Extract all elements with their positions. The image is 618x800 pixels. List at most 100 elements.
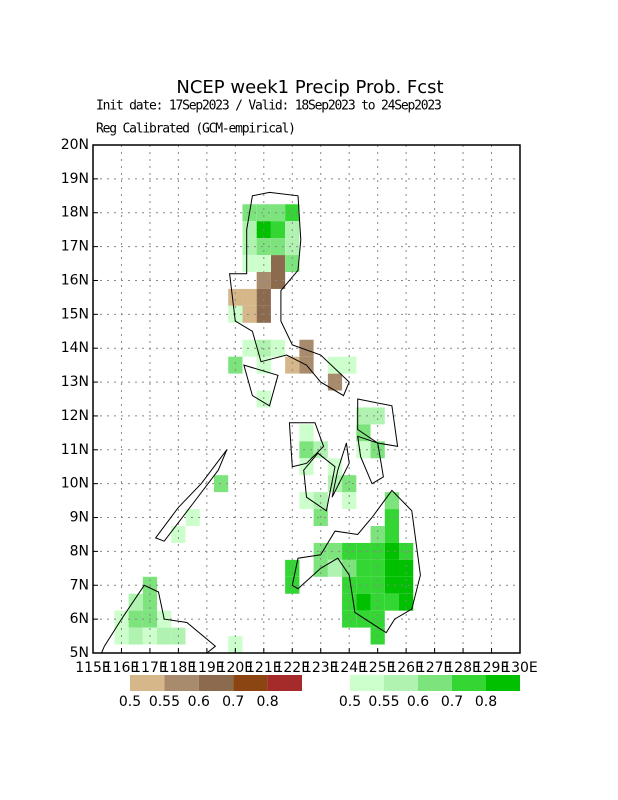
y-tick-label: 13N: [61, 374, 89, 390]
colorbar-box: [486, 675, 520, 691]
coastline: [291, 489, 421, 634]
colorbar-box: [452, 675, 486, 691]
y-tick-label: 16N: [61, 272, 89, 288]
prob-cell: [384, 559, 400, 577]
coastline: [357, 435, 384, 485]
grid-layer: [92, 144, 521, 654]
prob-cell: [327, 356, 343, 374]
prob-cell: [356, 610, 371, 628]
prob-cell: [356, 576, 371, 594]
colorbar-label: 0.8: [256, 694, 278, 710]
prob-cell: [356, 559, 371, 577]
prob-cell: [228, 288, 243, 306]
x-tick-label: 118E: [161, 660, 197, 676]
prob-cell: [285, 255, 300, 272]
prob-cell: [399, 593, 414, 611]
x-tick-label: 115E: [75, 660, 111, 676]
prob-cell: [342, 356, 357, 374]
colorbar-box: [130, 675, 165, 691]
title: NCEP week1 Precip Prob. Fcst: [176, 77, 443, 98]
prob-cell: [370, 526, 385, 543]
prob-cell: [342, 576, 357, 594]
y-tick-label: 7N: [70, 577, 89, 593]
prob-cell: [242, 339, 257, 357]
prob-cell: [256, 356, 271, 374]
coastline: [101, 584, 217, 654]
colorbar-label: 0.5: [339, 694, 361, 710]
prob-cell: [342, 475, 357, 493]
x-tick-label: 119E: [189, 660, 225, 676]
prob-cell: [327, 542, 343, 560]
prob-cell: [384, 509, 400, 526]
prob-cell: [327, 559, 343, 577]
subtitle: Init date: 17Sep2023 / Valid: 18Sep2023 …: [96, 99, 441, 114]
prob-cell: [270, 272, 286, 289]
y-tick-label: 17N: [61, 239, 89, 255]
coastline: [243, 364, 279, 407]
prob-cell: [270, 238, 286, 256]
prob-cell: [370, 407, 385, 425]
subtitle: Reg Calibrated (GCM-empirical): [96, 122, 295, 137]
x-tick-label: 126E: [388, 660, 424, 676]
prob-cell: [327, 373, 343, 391]
prob-cell: [299, 339, 314, 357]
colorbar-box: [164, 675, 199, 691]
prob-cell: [342, 492, 357, 510]
prob-cell: [299, 424, 314, 442]
prob-cell: [399, 559, 414, 577]
prob-cell: [370, 576, 385, 594]
x-tick-label: 128E: [445, 660, 481, 676]
prob-cell: [270, 221, 286, 239]
prob-cell: [171, 526, 186, 543]
prob-cell: [128, 593, 143, 611]
prob-cell: [384, 576, 400, 594]
colorbar-box: [350, 675, 384, 691]
y-tick-label: 11N: [61, 442, 89, 458]
prob-cell: [256, 255, 271, 272]
colorbar-label: 0.55: [368, 694, 399, 710]
prob-cell: [370, 559, 385, 577]
prob-cell: [285, 356, 300, 374]
prob-cell: [342, 559, 357, 577]
x-tick-label: 123E: [303, 660, 339, 676]
colorbar-box: [384, 675, 418, 691]
prob-cell: [128, 627, 143, 645]
plot-frame: [92, 144, 521, 654]
y-tick-label: 10N: [61, 476, 89, 492]
prob-cell: [256, 238, 271, 256]
prob-cell: [299, 492, 314, 510]
prob-cell: [384, 593, 400, 611]
prob-cell: [384, 526, 400, 543]
prob-cell: [270, 255, 286, 272]
x-tick-label: 129E: [474, 660, 510, 676]
prob-cell: [213, 475, 229, 493]
colorbar-label: 0.55: [149, 694, 180, 710]
y-tick-label: 18N: [61, 205, 89, 221]
prob-cell: [228, 636, 243, 653]
colorbar-box: [267, 675, 302, 691]
y-tick-label: 5N: [70, 645, 89, 661]
prob-cell: [285, 238, 300, 256]
y-tick-label: 9N: [70, 510, 89, 526]
colorbar-box: [198, 675, 234, 691]
x-tick-label: 120E: [218, 660, 254, 676]
colorbar-label: 0.7: [441, 694, 463, 710]
prob-cell: [399, 576, 414, 594]
x-tick-label: 125E: [360, 660, 396, 676]
colorbar-label: 0.6: [407, 694, 429, 710]
prob-cell: [370, 441, 385, 459]
prob-cell: [242, 221, 257, 239]
prob-cell: [228, 356, 243, 374]
coastline: [288, 422, 325, 468]
prob-cell: [370, 610, 385, 628]
y-tick-label: 15N: [61, 306, 89, 322]
prob-cell: [242, 288, 257, 306]
prob-cell: [299, 441, 314, 459]
y-tick-label: 19N: [61, 171, 89, 187]
prob-cell: [256, 204, 271, 222]
x-tick-label: 117E: [132, 660, 168, 676]
colorbar-label: 0.7: [222, 694, 244, 710]
prob-cell: [242, 255, 257, 272]
y-tick-label: 20N: [61, 137, 89, 153]
